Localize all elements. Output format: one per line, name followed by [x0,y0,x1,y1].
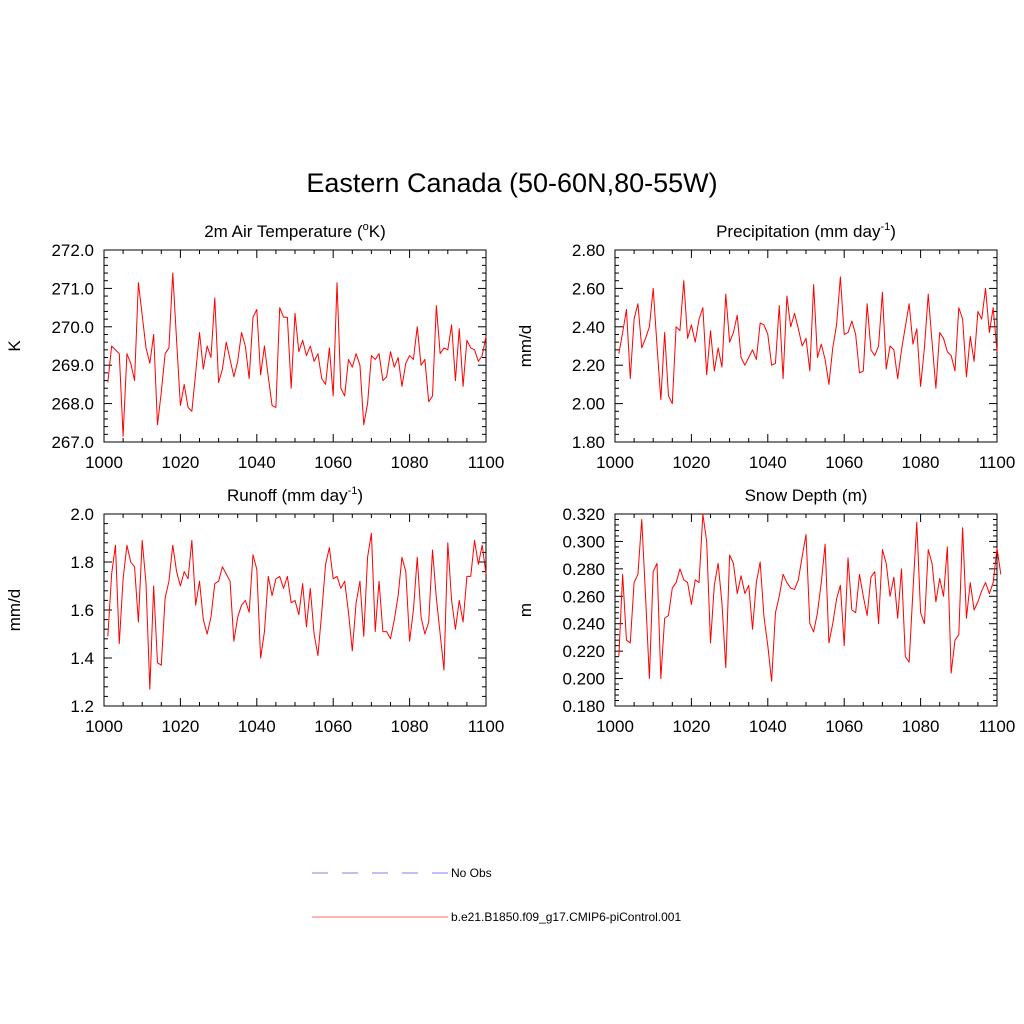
series-line [618,276,998,405]
x-tick-label: 1020 [672,453,710,472]
y-axis-label: mm/d [516,325,535,368]
series-line [107,272,487,437]
x-tick-label: 1100 [979,453,1016,472]
x-tick-label: 1000 [85,717,123,736]
y-tick-label: 0.180 [562,697,605,716]
y-tick-label: 1.6 [70,601,94,620]
y-tick-label: 2.20 [572,356,605,375]
y-tick-label: 2.60 [572,279,605,298]
x-tick-label: 1040 [749,453,787,472]
y-tick-label: 0.300 [562,532,605,551]
y-tick-label: 0.280 [562,560,605,579]
x-tick-label: 1060 [825,717,863,736]
plot-frame [103,513,487,707]
y-axis-label: m [516,603,535,617]
x-tick-label: 1080 [391,453,429,472]
y-axis-label: mm/d [5,589,24,632]
legend-label-model-run: b.e21.B1850.f09_g17.CMIP6-piControl.001 [451,910,681,924]
x-tick-label: 1020 [161,453,199,472]
y-tick-label: 1.8 [70,553,94,572]
x-tick-label: 1000 [596,717,634,736]
panel-title: 2m Air Temperature (oK) [204,221,386,241]
y-tick-label: 2.40 [572,318,605,337]
panel-title: Runoff (mm day-1) [227,485,363,505]
y-tick-label: 268.0 [51,395,94,414]
x-tick-label: 1100 [468,717,505,736]
y-tick-label: 0.220 [562,642,605,661]
y-axis-label: K [5,340,24,352]
x-tick-label: 1000 [596,453,634,472]
x-tick-label: 1020 [672,717,710,736]
panel-title: Snow Depth (m) [745,486,868,505]
y-tick-label: 0.200 [562,670,605,689]
panel-2m-air-temperature-k: 2m Air Temperature (oK) K 1000 1020 1040 1060… [5,221,504,472]
y-tick-label: 1.4 [70,649,94,668]
legend-entry-model-run: b.e21.B1850.f09_g17.CMIP6-piControl.001 [312,910,681,924]
x-tick-label: 1100 [979,717,1016,736]
panel-precipitation-mm-day: Precipitation (mm day-1) mm/d 1000 1020 1040… [516,221,1015,472]
x-tick-label: 1080 [902,453,940,472]
plot-frame [614,249,998,443]
x-tick-label: 1060 [314,453,352,472]
y-tick-label: 269.0 [51,356,94,375]
x-tick-label: 1040 [749,717,787,736]
x-tick-label: 1040 [238,717,276,736]
x-tick-label: 1000 [85,453,123,472]
y-tick-label: 2.0 [70,505,94,524]
y-tick-label: 2.80 [572,241,605,260]
x-tick-label: 1060 [314,717,352,736]
y-tick-label: 2.00 [572,395,605,414]
y-tick-label: 0.260 [562,587,605,606]
x-tick-label: 1100 [468,453,505,472]
series-line [107,532,487,690]
panel-snow-depth-m: Snow Depth (m) m 1000 1020 1040 1060 1080 1100 0… [516,486,1015,736]
legend-label-no-obs: No Obs [451,866,492,880]
y-tick-label: 0.320 [562,505,605,524]
y-tick-label: 1.80 [572,433,605,452]
x-tick-label: 1060 [825,453,863,472]
x-tick-label: 1080 [391,717,429,736]
series-line [618,513,1002,682]
plot-frame [103,249,487,443]
legend: No Obs b.e21.B1850.f09_g17.CMIP6-piContr… [312,866,681,924]
page-title: Eastern Canada (50-60N,80-55W) [306,168,718,198]
legend-entry-no-obs: No Obs [312,866,492,880]
x-tick-label: 1080 [902,717,940,736]
y-tick-label: 271.0 [51,279,94,298]
y-tick-label: 1.2 [70,697,94,716]
y-tick-label: 272.0 [51,241,94,260]
panel-title: Precipitation (mm day-1) [716,221,896,241]
y-tick-label: 0.240 [562,615,605,634]
x-tick-label: 1020 [161,717,199,736]
x-tick-label: 1040 [238,453,276,472]
y-tick-label: 267.0 [51,433,94,452]
panel-runoff-mm-day: Runoff (mm day-1) mm/d 1000 1020 1040 1060 108… [5,485,504,736]
y-tick-label: 270.0 [51,318,94,337]
